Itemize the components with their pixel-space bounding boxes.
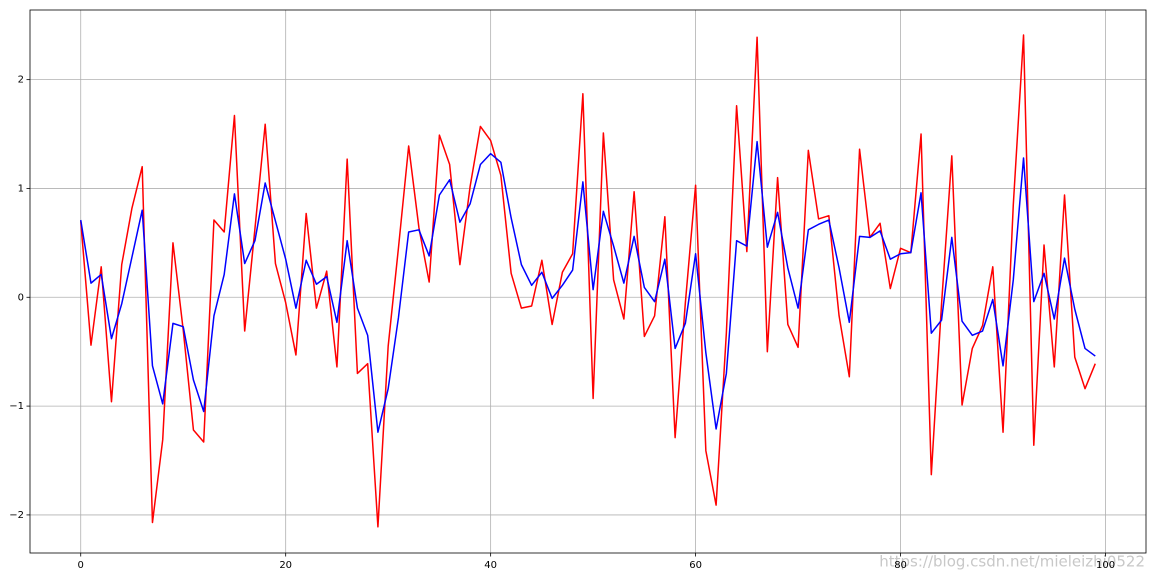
y-tick-label: −2 (9, 510, 24, 521)
x-tick-label: 40 (484, 560, 497, 571)
y-tick-label: 1 (18, 183, 24, 194)
y-tick-label: 2 (18, 75, 24, 86)
y-tick-label: 0 (18, 292, 24, 303)
x-tick-label: 60 (689, 560, 702, 571)
x-tick-label: 20 (279, 560, 292, 571)
x-tick-label: 0 (78, 560, 84, 571)
plot-frame (29, 9, 1147, 554)
data-line (79, 140, 1096, 433)
data-line (79, 34, 1096, 528)
y-tick-label: −1 (9, 401, 24, 412)
x-tick-label: 80 (894, 560, 907, 571)
watermark: https://blog.csdn.net/mieleizhi0522 (879, 553, 1145, 571)
plot-area (30, 10, 1146, 553)
x-tick-label: 100 (1096, 560, 1115, 571)
